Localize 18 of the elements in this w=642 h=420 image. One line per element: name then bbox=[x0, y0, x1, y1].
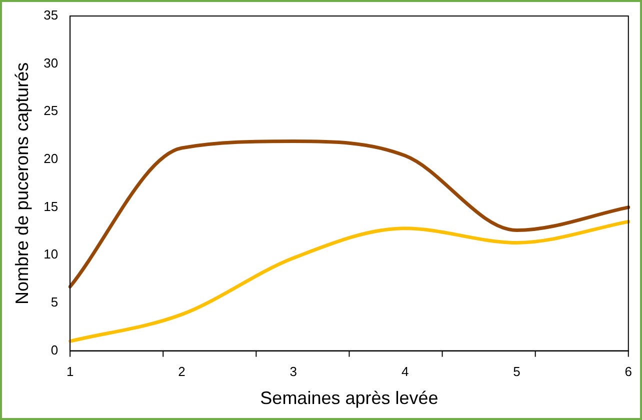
y-tick-label: 20 bbox=[44, 151, 58, 166]
y-tick-label: 35 bbox=[44, 8, 58, 23]
x-axis-title: Semaines après levée bbox=[260, 388, 438, 408]
y-tick-label: 15 bbox=[44, 198, 58, 214]
y-axis-title: Nombre de pucerons capturés bbox=[12, 62, 32, 304]
line-series bbox=[68, 220, 630, 343]
x-tick-label: 5 bbox=[513, 364, 520, 380]
x-tick-label: 4 bbox=[401, 364, 409, 380]
x-tick-label: 6 bbox=[624, 364, 632, 380]
y-tick-label: 5 bbox=[50, 294, 58, 310]
y-tick-label: 0 bbox=[50, 342, 58, 358]
y-tick-label: 10 bbox=[44, 246, 58, 262]
y-tick-label: 30 bbox=[44, 55, 58, 70]
y-tick-label: 25 bbox=[44, 103, 58, 118]
x-tick-label: 1 bbox=[66, 364, 74, 380]
x-tick-label: 3 bbox=[290, 364, 298, 380]
x-tick-label: 2 bbox=[178, 364, 186, 380]
line-series bbox=[68, 140, 630, 288]
